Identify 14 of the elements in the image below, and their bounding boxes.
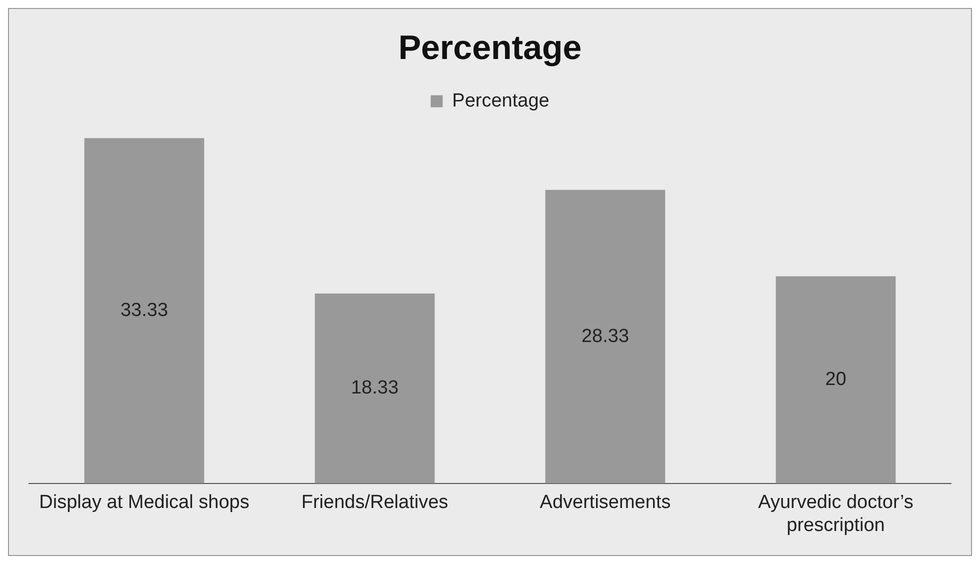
data-label: 20 — [825, 369, 846, 390]
data-label: 33.33 — [120, 300, 168, 321]
chart-title: Percentage — [398, 28, 582, 67]
x-tick-label: Advertisements — [540, 492, 671, 514]
x-tick-label: Display at Medical shops — [39, 492, 250, 514]
data-label: 18.33 — [350, 378, 399, 399]
legend-label: Percentage — [452, 90, 550, 112]
data-label: 28.33 — [581, 326, 630, 347]
bar — [545, 190, 666, 484]
bar — [776, 276, 896, 484]
x-tick-label: Friends/Relatives — [301, 492, 448, 514]
bar — [314, 294, 435, 484]
x-tick-label: Ayurvedic doctor’s prescription — [758, 492, 914, 536]
bar — [84, 138, 204, 484]
